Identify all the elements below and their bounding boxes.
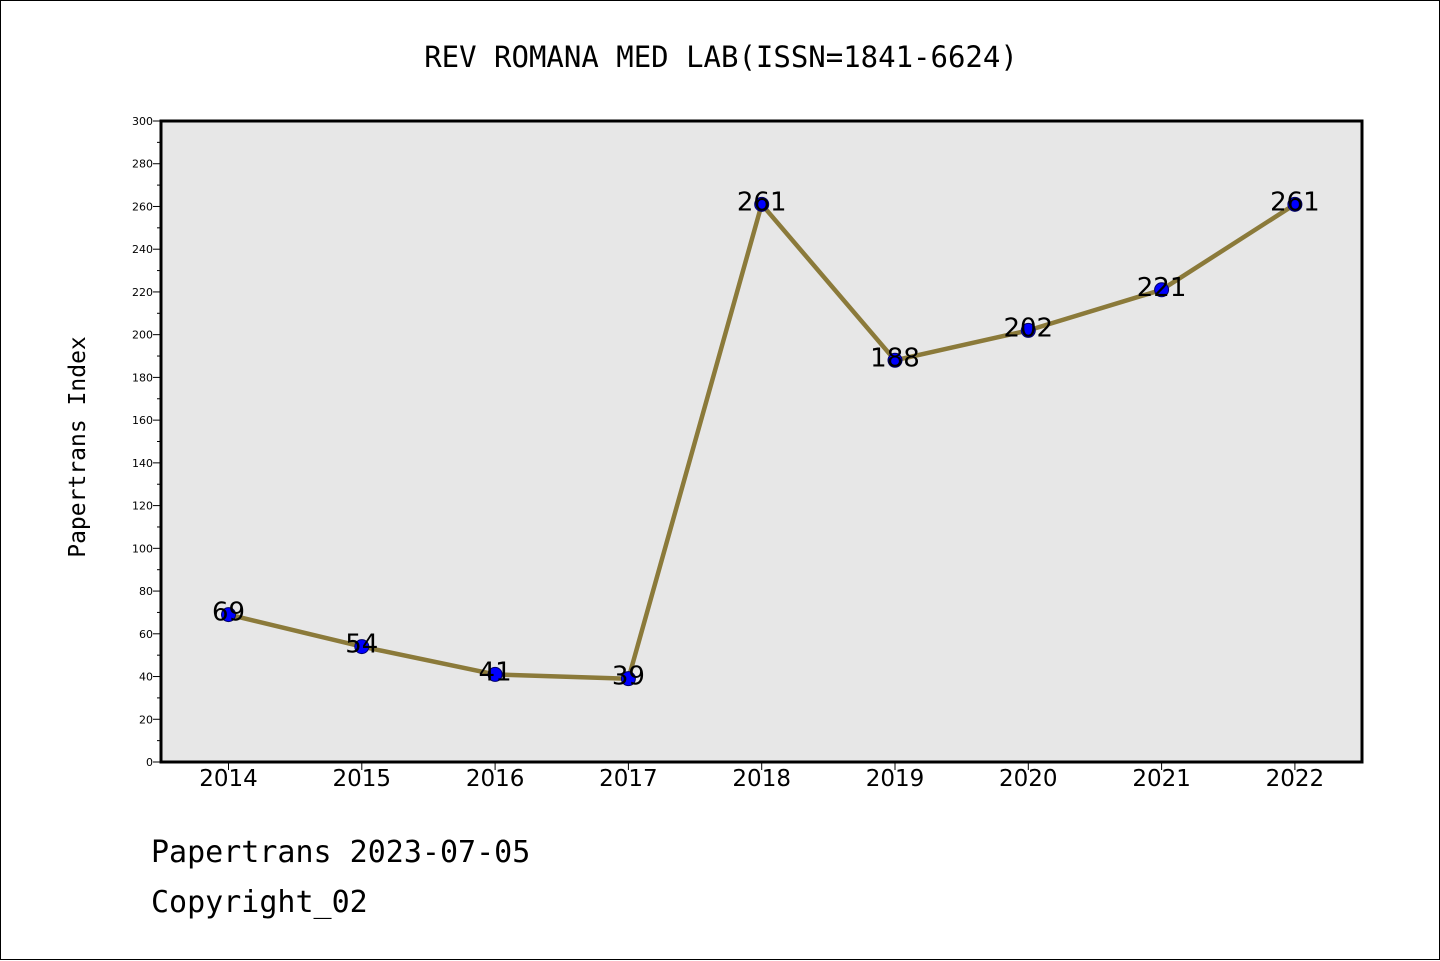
y-tick-label: 20: [139, 713, 153, 726]
data-point: [1154, 282, 1170, 298]
data-label: 188: [870, 343, 920, 373]
y-tick-label: 80: [139, 585, 153, 598]
footer-date: Papertrans 2023-07-05: [151, 835, 531, 870]
data-point: [487, 666, 503, 682]
chart-title: REV ROMANA MED LAB(ISSN=1841-6624): [424, 40, 1018, 74]
data-label: 54: [345, 630, 378, 660]
x-axis-ticks: 2014 2015 2016 2017 2018 2019 2020 2021 2022: [199, 762, 1324, 792]
y-tick-label: 240: [132, 243, 153, 256]
x-tick-label: 2020: [999, 766, 1058, 792]
y-tick-label: 180: [132, 371, 153, 384]
x-tick-label: 2021: [1132, 766, 1191, 792]
data-points: [221, 196, 1303, 687]
x-tick-label: 2015: [333, 766, 392, 792]
y-tick-label: 160: [132, 414, 153, 427]
data-point: [354, 639, 370, 655]
y-tick-label: 100: [132, 542, 153, 555]
x-tick-label: 2014: [199, 766, 258, 792]
y-tick-label: 280: [132, 158, 153, 171]
data-label: 39: [612, 662, 645, 692]
data-label: 221: [1137, 273, 1187, 303]
data-label: 261: [737, 187, 787, 217]
data-point: [1020, 322, 1036, 338]
y-tick-label: 220: [132, 286, 153, 299]
x-tick-label: 2019: [866, 766, 925, 792]
x-tick-label: 2017: [599, 766, 658, 792]
footer-copyright: Copyright_02: [151, 885, 368, 920]
y-axis-ticks: 0 20 40 60 80 100 120 140 160 180 200 220 240 260 280 3…: [132, 115, 161, 769]
y-tick-label: 200: [132, 329, 153, 342]
data-point: [221, 607, 236, 623]
y-tick-label: 60: [139, 628, 153, 641]
data-point: [754, 196, 770, 212]
data-point: [620, 671, 636, 687]
y-axis-label: Papertrans Index: [65, 336, 91, 558]
data-label: 261: [1270, 187, 1320, 217]
y-tick-label: 260: [132, 200, 153, 213]
x-tick-label: 2018: [732, 766, 791, 792]
y-tick-label: 120: [132, 500, 153, 513]
x-tick-label: 2022: [1266, 766, 1325, 792]
y-tick-label: 300: [132, 115, 153, 128]
y-tick-label: 40: [139, 671, 153, 684]
data-point: [887, 352, 903, 368]
y-tick-label: 0: [146, 756, 153, 769]
y-tick-label: 140: [132, 457, 153, 470]
data-point: [1287, 196, 1303, 212]
data-labels: 69 54 41 39 261 188 202 221 261: [212, 187, 1320, 691]
data-label: 41: [479, 657, 512, 687]
plot-border: [159, 119, 1364, 764]
x-tick-label: 2016: [466, 766, 525, 792]
plot-area: [161, 121, 1362, 762]
data-label: 69: [212, 598, 245, 628]
data-label: 202: [1003, 313, 1053, 343]
